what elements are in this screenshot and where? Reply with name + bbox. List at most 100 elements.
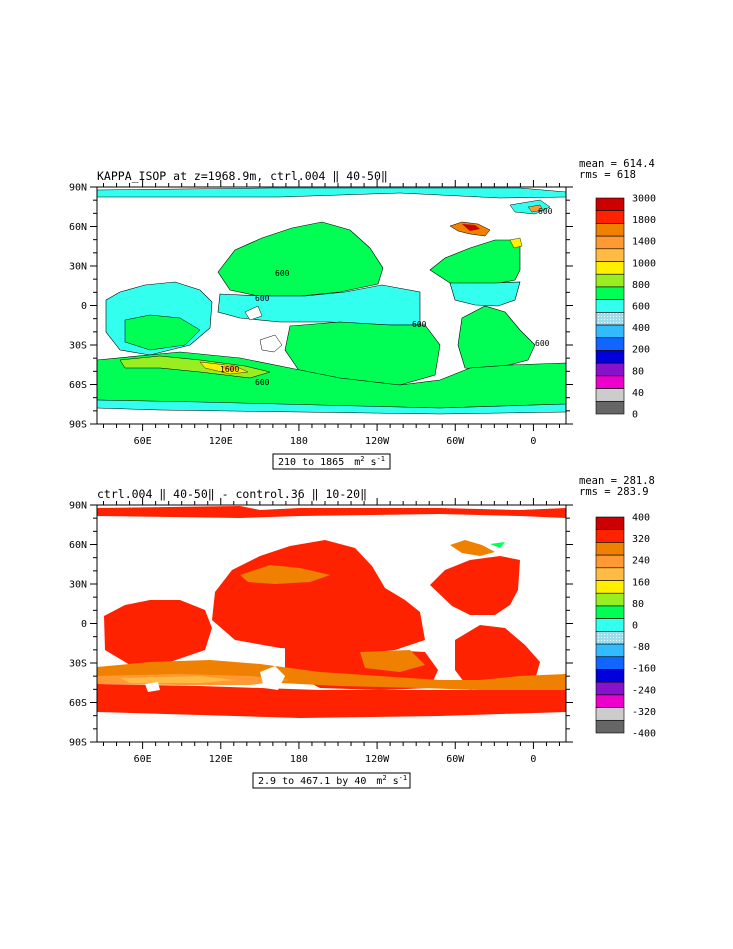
colorbar-label: 160 (632, 577, 650, 588)
contour-label: 600 (255, 378, 270, 387)
colorbar-swatch (595, 694, 625, 708)
colorbar-swatch (595, 261, 625, 275)
panel1-rms: rms = 618 (579, 169, 636, 181)
colorbar-swatch (595, 529, 625, 543)
colorbar-swatch (595, 235, 625, 250)
colorbar-swatch (595, 350, 625, 364)
colorbar-swatch (595, 375, 625, 389)
colorbar-swatch (595, 567, 625, 581)
contour-label: 600 (535, 339, 550, 348)
range-text: 2.9 to 467.1 by 40 (258, 776, 366, 787)
colorbar-label: 0 (632, 621, 638, 632)
colorbar-swatch (595, 681, 625, 696)
panel1-contour-labels: 600 600 600 600 600 1600 600 (220, 207, 553, 387)
y-tick-label: 60S (69, 380, 87, 391)
colorbar-swatch (595, 210, 625, 224)
colorbar-label: 80 (632, 599, 644, 610)
colorbar-swatch (595, 273, 625, 288)
contour-label: 600 (255, 294, 270, 303)
colorbar-swatch (595, 248, 625, 262)
colorbar-label: 40 (632, 388, 644, 399)
colorbar-swatch (595, 719, 625, 734)
panel1-map (97, 187, 566, 424)
contour-label: 1600 (220, 365, 239, 374)
x-tick-label: 120E (209, 436, 233, 447)
colorbar-label: 0 (632, 410, 638, 421)
x-tick-label: 120E (209, 754, 233, 765)
colorbar-swatch (595, 618, 625, 632)
colorbar-swatch (595, 554, 625, 569)
y-tick-label: 30S (69, 659, 87, 670)
panel1-x-tick-labels: 60E 120E 180 120W 60W 0 (134, 436, 537, 447)
panel2-rms: rms = 283.9 (579, 486, 649, 498)
colorbar-label: 80 (632, 366, 644, 377)
panel-difference: ctrl.004 ‖ 40-50‖ - control.36 ‖ 10-20‖ … (69, 475, 656, 789)
colorbar-swatch (595, 631, 625, 645)
colorbar-swatch (595, 388, 625, 402)
x-tick-label: 180 (290, 754, 308, 765)
panel2-ticks (90, 498, 573, 749)
colorbar-swatch (595, 324, 625, 339)
y-tick-label: 60S (69, 698, 87, 709)
colorbar-label: 240 (632, 556, 650, 567)
y-tick-label: 30S (69, 341, 87, 352)
colorbar-label: -320 (632, 707, 656, 718)
colorbar-label: -240 (632, 685, 656, 696)
colorbar-swatch (595, 643, 625, 658)
colorbar-swatch (595, 669, 625, 683)
colorbar-swatch (595, 312, 625, 326)
x-tick-label: 60W (446, 754, 465, 765)
colorbar-label: 200 (632, 345, 650, 356)
colorbar-swatch (595, 299, 625, 313)
colorbar-swatch (595, 223, 625, 237)
contour-label: 600 (275, 269, 290, 278)
colorbar-label: 3000 (632, 194, 656, 205)
y-tick-label: 90S (69, 420, 87, 431)
panel1-ticks (90, 180, 573, 431)
panel1-title: KAPPA_ISOP at z=1968.9m, ctrl.004 ‖ 40-5… (97, 169, 388, 183)
colorbar-swatch (595, 580, 625, 594)
colorbar-swatch (595, 286, 625, 300)
panel2-range-box: 2.9 to 467.1 by 40 m2 s-1 (252, 772, 411, 789)
y-tick-label: 30N (69, 262, 87, 273)
panel2-colorbar: 400 320 240 160 80 0 -80 -160 -240 -320 -400 (595, 513, 656, 740)
colorbar-swatch (595, 400, 625, 415)
colorbar-swatch (595, 337, 625, 351)
x-tick-label: 180 (290, 436, 308, 447)
colorbar-label: 400 (632, 323, 650, 334)
y-tick-label: 90N (69, 501, 87, 512)
y-tick-label: 0 (81, 619, 87, 630)
colorbar-label: -80 (632, 642, 650, 653)
panel-kappa-isop: KAPPA_ISOP at z=1968.9m, ctrl.004 ‖ 40-5… (69, 158, 656, 470)
colorbar-label: 600 (632, 302, 650, 313)
panel1-range-box: 210 to 1865 m2 s-1 (272, 453, 391, 470)
svg-text:2.9 to 467.1 by 40 m2: 2.9 to 467.1 by 40 m2 s-1 (258, 774, 407, 787)
panel2-x-tick-labels: 60E 120E 180 120W 60W 0 (134, 754, 537, 765)
panel2-mean: mean = 281.8 (579, 475, 655, 487)
colorbar-label: 400 (632, 513, 650, 524)
colorbar-swatch (595, 656, 625, 670)
colorbar-label: -400 (632, 729, 656, 740)
svg-text:210 to 1865 m2 s-1: 210 to 1865 m2 s-1 (278, 455, 385, 468)
colorbar-swatch (595, 707, 625, 721)
colorbar-label: -160 (632, 664, 656, 675)
panel1-y-tick-labels: 90N 60N 30N 0 30S 60S 90S (69, 183, 87, 431)
colorbar-label: 1000 (632, 258, 656, 269)
x-tick-label: 60E (134, 436, 152, 447)
y-tick-label: 60N (69, 540, 87, 551)
panel2-y-tick-labels: 90N 60N 30N 0 30S 60S 90S (69, 501, 87, 749)
panel2-map (97, 505, 566, 742)
colorbar-label: 1800 (632, 215, 656, 226)
colorbar-label: 1400 (632, 237, 656, 248)
x-tick-label: 120W (365, 436, 390, 447)
y-tick-label: 90N (69, 183, 87, 194)
x-tick-label: 60E (134, 754, 152, 765)
colorbar-label: 800 (632, 280, 650, 291)
y-tick-label: 60N (69, 222, 87, 233)
colorbar-swatch (595, 605, 625, 619)
colorbar-label: 320 (632, 534, 650, 545)
y-tick-label: 0 (81, 301, 87, 312)
x-tick-label: 0 (530, 436, 536, 447)
